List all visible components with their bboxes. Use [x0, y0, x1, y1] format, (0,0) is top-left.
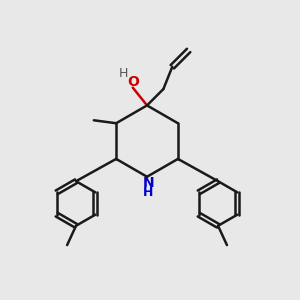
Text: H: H	[119, 67, 128, 80]
Text: O: O	[127, 75, 139, 89]
Text: N: N	[143, 176, 154, 190]
Text: H: H	[143, 186, 154, 199]
